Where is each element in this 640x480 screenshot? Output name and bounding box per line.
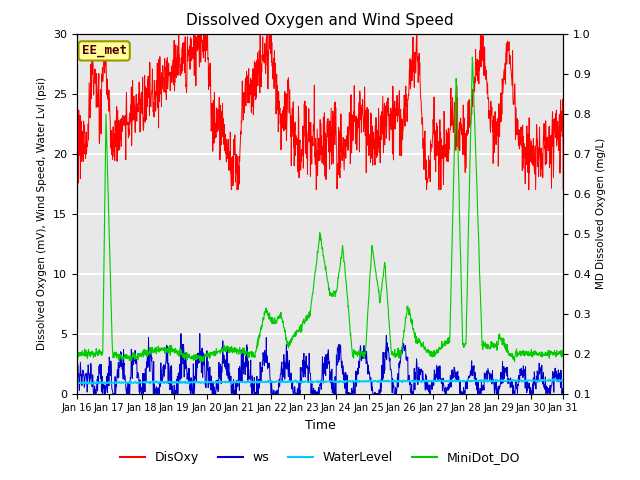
Y-axis label: Dissolved Oxygen (mV), Wind Speed, Water Lvl (psi): Dissolved Oxygen (mV), Wind Speed, Water… bbox=[37, 77, 47, 350]
Legend: DisOxy, ws, WaterLevel, MiniDot_DO: DisOxy, ws, WaterLevel, MiniDot_DO bbox=[115, 446, 525, 469]
Text: EE_met: EE_met bbox=[82, 44, 127, 58]
Title: Dissolved Oxygen and Wind Speed: Dissolved Oxygen and Wind Speed bbox=[186, 13, 454, 28]
Y-axis label: MD Dissolved Oxygen (mg/L): MD Dissolved Oxygen (mg/L) bbox=[596, 138, 606, 289]
X-axis label: Time: Time bbox=[305, 419, 335, 432]
